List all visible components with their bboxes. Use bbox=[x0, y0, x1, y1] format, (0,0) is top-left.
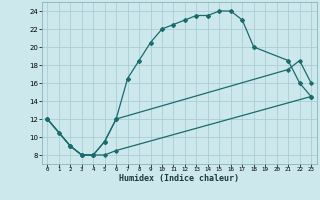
X-axis label: Humidex (Indice chaleur): Humidex (Indice chaleur) bbox=[119, 174, 239, 183]
